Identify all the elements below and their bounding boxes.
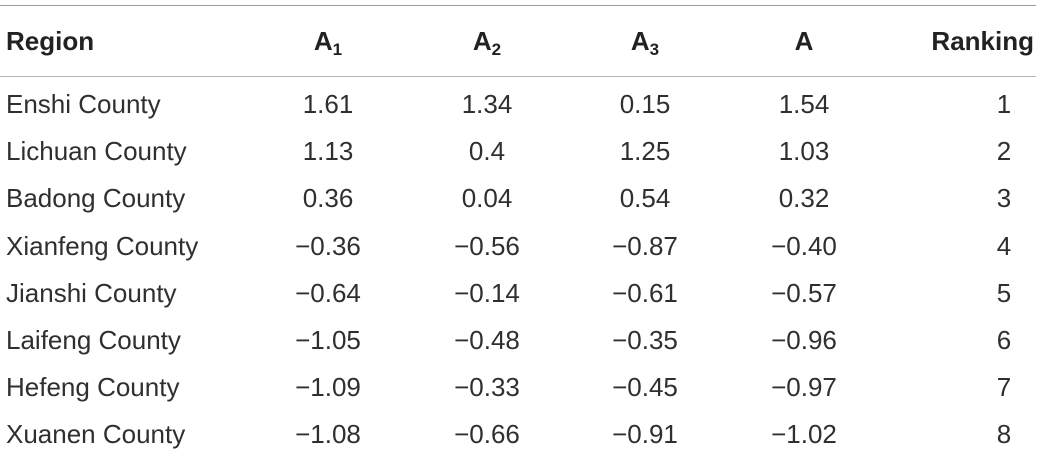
cell-a1: 0.36 [302,183,354,214]
cell-a2: −0.33 [454,372,520,403]
header-a3: A3 [566,6,724,77]
cell-ranking: 2 [996,136,1012,167]
table-row: Jianshi County −0.64 −0.14 −0.61 −0.57 5 [0,270,1036,317]
cell-ranking: 4 [996,230,1012,261]
cell-region: Enshi County [6,89,161,120]
table-row: Badong County 0.36 0.04 0.54 0.32 3 [0,175,1036,222]
cell-ranking: 1 [996,89,1012,120]
header-ranking: Ranking [931,25,1034,56]
cell-ranking: 6 [996,325,1012,356]
cell-a3: −0.91 [612,419,678,450]
header-region: Region [6,25,95,56]
cell-a3: 0.54 [619,183,671,214]
cell-a: −0.57 [771,277,837,308]
header-row: Region A1 A2 A3 A Ranking [0,5,1036,77]
header-a1-subscript: 1 [332,39,343,59]
table-row: Hefeng County −1.09 −0.33 −0.45 −0.97 7 [0,364,1036,411]
table-row: Xuanen County −1.08 −0.66 −0.91 −1.02 8 [0,411,1036,458]
cell-a2: 0.04 [461,183,513,214]
cell-a: 1.54 [778,89,830,120]
header-a3-subscript: 3 [649,39,660,59]
cell-a2: 0.4 [468,136,506,167]
cell-region: Laifeng County [6,325,181,356]
table-row: Enshi County 1.61 1.34 0.15 1.54 1 [0,77,1036,129]
cell-a3: −0.35 [612,325,678,356]
cell-a1: 1.61 [302,89,354,120]
cell-a2: −0.14 [454,277,520,308]
cell-a2: 1.34 [461,89,513,120]
cell-a: −0.97 [771,372,837,403]
cell-region: Badong County [6,183,186,214]
cell-a3: 1.25 [619,136,671,167]
ranking-table: Region A1 A2 A3 A Ranking Enshi County 1… [0,5,1036,459]
cell-a: −1.02 [771,419,837,450]
cell-a2: −0.56 [454,230,520,261]
header-a3-base: A [630,25,650,56]
cell-a2: −0.66 [454,419,520,450]
header-a2-subscript: 2 [491,39,502,59]
cell-a3: −0.87 [612,230,678,261]
header-a: A [794,25,814,56]
cell-a3: −0.61 [612,277,678,308]
cell-a1: −1.05 [295,325,361,356]
header-a1: A1 [248,6,408,77]
cell-a2: −0.48 [454,325,520,356]
cell-region: Hefeng County [6,372,180,403]
header-a2-base: A [472,25,492,56]
cell-a3: 0.15 [619,89,671,120]
table-body: Enshi County 1.61 1.34 0.15 1.54 1 Lichu… [0,77,1036,459]
cell-ranking: 5 [996,277,1012,308]
table-row: Laifeng County −1.05 −0.48 −0.35 −0.96 6 [0,317,1036,364]
header-a1-base: A [313,25,333,56]
cell-a1: −0.64 [295,277,361,308]
table-row: Lichuan County 1.13 0.4 1.25 1.03 2 [0,128,1036,175]
cell-a1: −1.08 [295,419,361,450]
cell-a1: −1.09 [295,372,361,403]
cell-a: 0.32 [778,183,830,214]
cell-a3: −0.45 [612,372,678,403]
cell-a: −0.40 [771,230,837,261]
cell-region: Jianshi County [6,277,177,308]
cell-a1: −0.36 [295,230,361,261]
table-header: Region A1 A2 A3 A Ranking [0,5,1036,77]
header-a2: A2 [408,6,566,77]
cell-region: Lichuan County [6,136,187,167]
cell-a1: 1.13 [302,136,354,167]
cell-a: 1.03 [778,136,830,167]
cell-a: −0.96 [771,325,837,356]
cell-ranking: 3 [996,183,1012,214]
cell-region: Xianfeng County [6,230,199,261]
table-row: Xianfeng County −0.36 −0.56 −0.87 −0.40 … [0,223,1036,270]
cell-ranking: 8 [996,419,1012,450]
cell-ranking: 7 [996,372,1012,403]
cell-region: Xuanen County [6,419,186,450]
